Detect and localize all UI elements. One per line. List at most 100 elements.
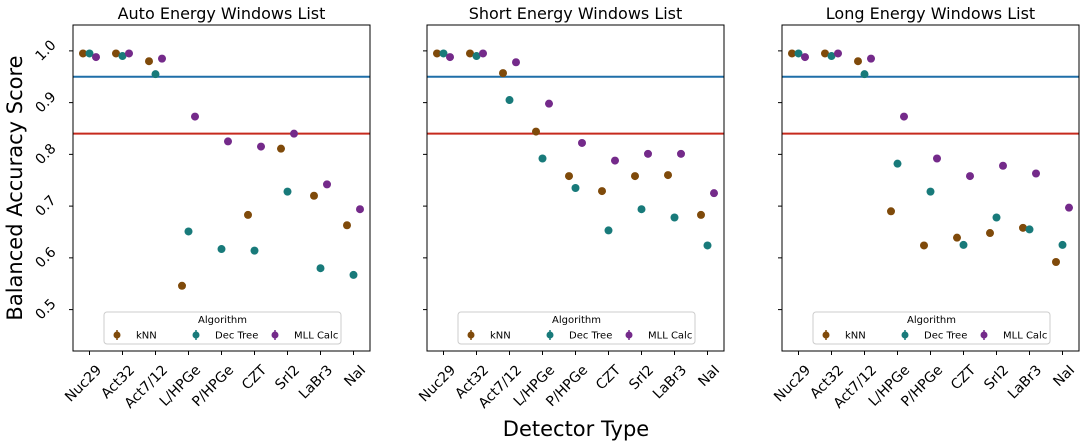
chart-panels: Auto Energy Windows List 0.5 0.6 0.7 0.8 0.9 1… [32,4,1080,412]
legend-box [812,311,1051,345]
data-point [433,49,441,58]
axes-frame [72,24,371,352]
figure-y-axis-label: Balanced Accuracy Score [3,55,27,320]
data-point [860,70,869,79]
legend-label: MLL Calc [294,331,338,342]
y-tick-label: 0.8 [32,141,59,168]
legend: Algorithm kNN Dec Tree MLL Calc [812,311,1051,345]
data-point [697,210,705,219]
legend-box [457,311,696,345]
data-point [250,246,259,255]
data-point [466,49,474,58]
x-tick-label: CZT [593,362,624,393]
legend-label: MLL Calc [648,331,692,342]
data-point [893,159,902,168]
data-point [900,112,908,121]
data-point [1065,203,1073,212]
data-point [703,241,712,250]
data-point [85,49,94,58]
data-point [158,54,166,63]
legend-label: Dec Tree [215,331,258,342]
data-point [834,49,842,58]
data-point [788,49,796,58]
legend-marker [822,331,830,339]
data-point [710,189,718,198]
data-point [191,112,199,121]
data-point [290,129,298,138]
data-point [446,53,454,62]
data-point [184,227,193,236]
data-point [644,149,652,158]
data-point [472,52,481,61]
data-point [538,154,547,163]
legend-label: Dec Tree [569,331,612,342]
data-point [151,70,160,79]
legend-title: Algorithm [198,315,247,326]
data-point [926,187,935,196]
data-point [532,127,540,136]
data-point [1052,257,1060,266]
figure-x-axis-label: Detector Type [503,417,649,441]
data-point [571,184,580,192]
data-point [827,52,836,61]
data-point [1025,225,1034,234]
x-tick-label: LaBr3 [296,362,336,402]
x-tick-label: LaBr3 [650,362,690,402]
data-point [92,53,100,62]
data-point [343,221,351,230]
data-point [112,49,120,58]
data-point [316,264,325,273]
chart-panel-3: Long Energy Windows ListNuc29Act32Act7/1… [771,4,1080,412]
x-tick-label: NaI [1050,362,1078,390]
data-point [217,245,226,254]
data-point [854,57,862,66]
y-tick-label: 1.0 [32,37,59,64]
data-point [867,54,875,63]
data-point [257,142,265,151]
legend: Algorithm kNN Dec Tree MLL Calc [103,311,342,345]
data-point [959,240,968,249]
legend-title: Algorithm [552,315,601,326]
data-point [598,187,606,196]
x-tick-label: Nuc29 [416,362,459,405]
data-point [283,187,292,196]
legend-label: MLL Calc [1003,331,1047,342]
data-point [1019,223,1027,232]
legend: Algorithm kNN Dec Tree MLL Calc [457,311,696,345]
data-point [604,226,613,235]
chart-panel-2: Short Energy Windows ListNuc29Act32Act7/… [416,4,725,412]
x-tick-label: CZT [948,362,979,393]
data-point [1058,240,1067,249]
chart-title: Auto Energy Windows List [118,4,326,23]
chart-title: Long Energy Windows List [826,4,1035,23]
data-point [677,149,685,158]
data-point [920,241,928,250]
data-point [479,49,487,58]
data-point [145,57,153,66]
axes-frame [781,24,1080,352]
chart-panel-1: Auto Energy Windows List 0.5 0.6 0.7 0.8 0.9 1… [32,4,371,412]
data-point [637,205,646,214]
data-point [439,49,448,58]
data-point [244,210,252,219]
data-point [356,205,364,214]
legend-label: kNN [490,331,511,342]
data-point [323,180,331,189]
data-point [801,53,809,62]
chart-title: Short Energy Windows List [469,4,683,23]
legend-label: kNN [136,331,157,342]
data-point [125,49,133,58]
y-tick-label: 0.9 [32,89,59,116]
data-point [545,99,553,108]
legend-marker [113,331,121,339]
legend-box [103,311,342,345]
data-point [505,96,514,105]
x-tick-label: CZT [239,362,270,393]
data-point [1032,169,1040,178]
data-point [966,172,974,181]
data-point [178,281,186,290]
x-tick-label: NaI [341,362,369,390]
legend-marker [625,331,633,339]
x-tick-label: Nuc29 [62,362,105,405]
